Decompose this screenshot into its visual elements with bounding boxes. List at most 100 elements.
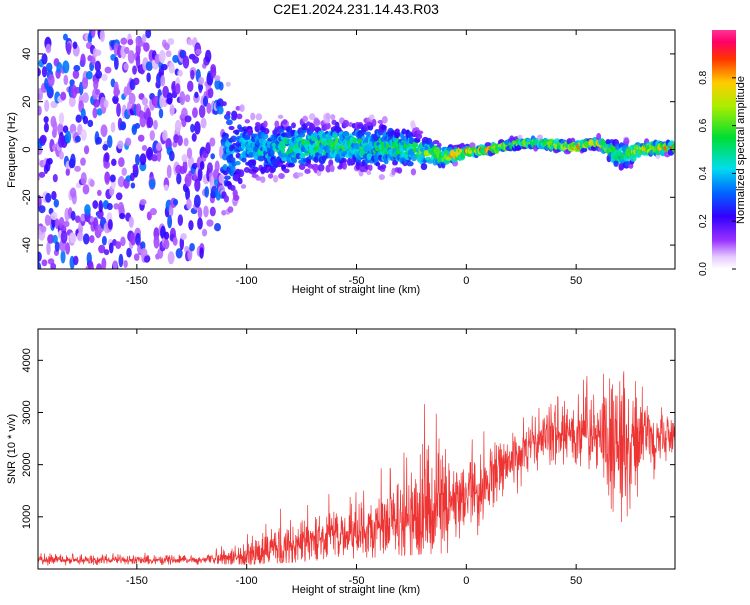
spectrogram-cell [251,166,259,173]
spectrogram-cell [371,118,377,127]
spectrogram-cell [207,87,214,99]
spectrogram-cell [197,167,203,182]
spectrogram-cell [188,220,194,231]
spectrogram-cell [125,137,132,147]
spectrogram-cell [623,137,630,145]
spectrogram-cell [308,123,316,132]
spectrogram-cell [282,119,288,125]
spectrogram-cell [47,74,55,87]
spectrogram-cell [172,198,179,206]
spectrogram-cell [95,70,103,79]
spectrogram-cell [80,157,86,166]
spectrogram-cell [325,112,331,120]
spectrogram-cell [153,235,160,249]
spectrogram-cell [128,216,134,228]
spectrogram-cell [97,209,104,220]
spectrogram-cell [205,142,211,155]
spectrogram-cell [149,208,157,216]
spectrogram-cell [195,48,202,55]
spectrogram-cell [163,184,169,191]
spectrogram-cell [366,153,373,161]
spectrogram-cell [325,164,331,173]
spectrogram-cell [89,235,95,244]
spectrogram-cell [103,249,110,256]
spectrogram-cell [82,184,90,195]
spectrogram-cell [194,121,201,135]
spectrogram-cell [60,91,67,101]
spectrogram-cell [263,128,270,135]
spectrogram-cell [172,237,178,246]
spectrogram-cell [198,84,204,91]
spectrogram-cell [40,225,47,233]
spectrogram-cell [109,174,116,183]
spectrogram-cell [194,91,199,99]
spectrogram-cell [175,83,181,95]
spectrogram-cell [120,236,126,247]
spectrogram-cell [406,161,414,167]
colorbar-tick-label: 0.2 [698,214,709,228]
spectrogram-cell [145,61,153,72]
spectrogram-cell [43,116,49,124]
colorbar-ticks: 0.0 0.2 0.4 0.6 0.8 [698,70,736,276]
snr-y-tick-label: 1000 [21,505,33,529]
spectrogram-cell [237,177,243,185]
spectrogram-cell [160,63,168,71]
spectrogram-cell [244,119,251,124]
spectrogram-cell [160,75,166,87]
spectrogram-cell [98,200,104,213]
spectrogram-cell [329,164,335,173]
spectrogram-cell [332,133,338,139]
spectrogram-cell [69,232,77,244]
spectrogram-panel: -150 -100 -50 0 50 -40 -20 0 20 40 Height of str… [6,29,676,296]
spectrogram-cell [202,95,209,107]
spectrogram-cell [380,164,387,170]
spectrogram-cell [218,81,224,91]
spectrogram-x-tick-label: -150 [126,275,148,287]
spectrogram-x-tick-label: 0 [463,275,469,287]
spectrogram-cell [381,116,388,124]
spectrogram-cell [225,119,233,126]
spectrogram-cell [299,132,306,138]
spectrogram-cell [214,160,220,173]
spectrogram-cell [128,92,136,105]
spectrogram-y-tick-label: -20 [21,189,33,205]
spectrogram-cell [410,168,417,176]
spectrogram-cell [313,118,321,127]
spectrogram-cell [380,124,387,130]
spectrogram-cell [618,163,625,171]
spectrogram-y-axis-label: Frequency (Hz) [6,112,18,188]
spectrogram-cell [204,49,212,63]
spectrogram-cell [231,113,238,119]
spectrogram-cell [206,219,214,227]
spectrogram-cell [182,159,188,174]
spectrogram-cell [261,133,269,140]
spectrogram-cell [176,173,182,185]
spectrogram-cell [113,88,121,96]
spectrogram-x-tick-label: -100 [236,275,258,287]
spectrogram-cell [191,133,197,142]
spectrogram-cell [283,168,290,174]
spectrogram-cell [273,174,279,183]
snr-x-tick-label: -50 [349,575,365,587]
spectrogram-cell [47,258,55,265]
spectrogram-cell [65,168,70,176]
spectrogram-cell [232,201,238,207]
spectrogram-cell [133,253,140,261]
spectrogram-y-tick-label: -40 [21,237,33,253]
spectrogram-cell [85,70,93,80]
spectrogram-cell [596,133,602,141]
spectrogram-cell [41,53,48,65]
spectrogram-cell [60,250,66,264]
spectrogram-cell [123,259,128,269]
spectrogram-cell [437,142,442,148]
spectrogram-cell [58,151,64,160]
spectrogram-cell [108,242,114,254]
spectrogram-cell [92,107,98,119]
spectrogram-cell [135,153,140,166]
snr-x-axis-label: Height of straight line (km) [292,584,420,596]
spectrogram-cell [92,99,101,108]
spectrogram-cell [190,69,195,80]
spectrogram-cell [134,122,141,129]
spectrogram-cell [203,205,209,218]
